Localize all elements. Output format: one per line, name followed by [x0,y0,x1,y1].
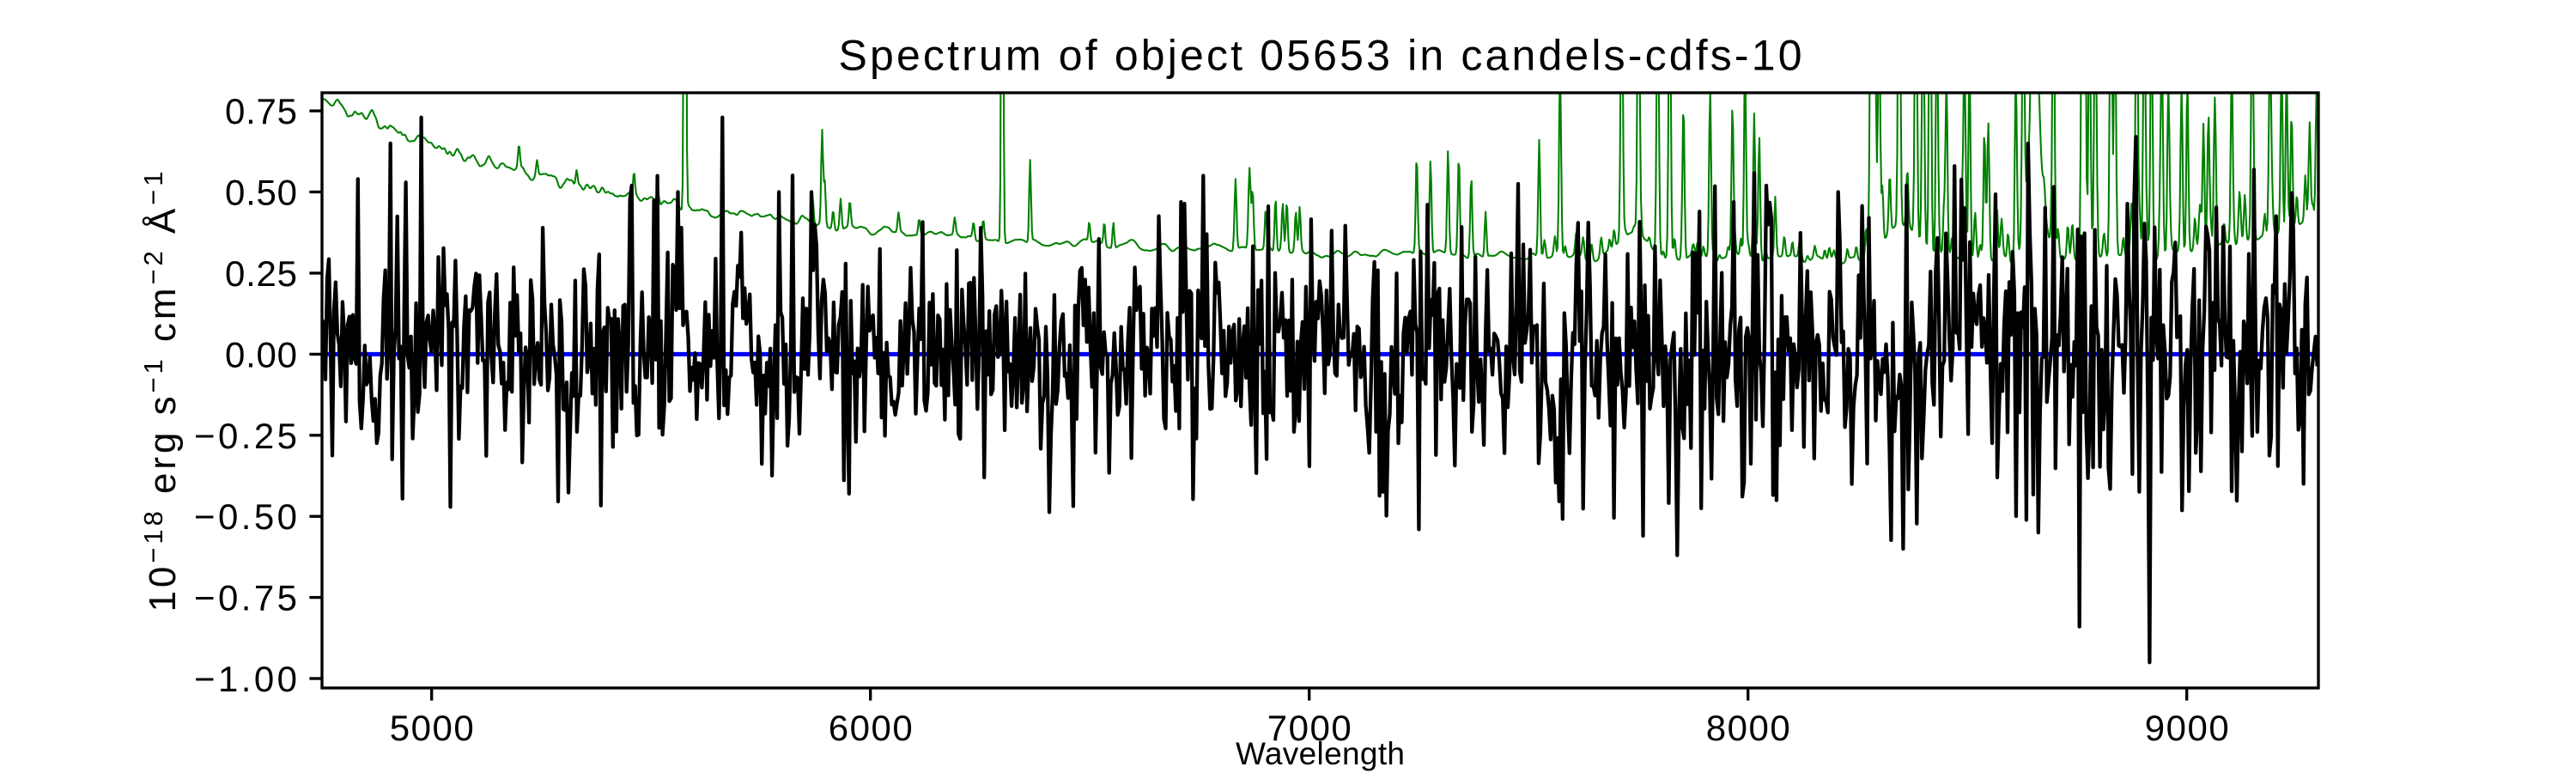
svg-text:−0.25: −0.25 [194,416,297,456]
svg-text:0.50: 0.50 [225,173,297,213]
svg-text:9000: 9000 [2145,708,2229,748]
svg-text:6000: 6000 [829,708,913,748]
svg-text:0.75: 0.75 [225,91,297,131]
svg-text:8000: 8000 [1706,708,1790,748]
svg-text:−0.75: −0.75 [194,578,297,618]
svg-text:5000: 5000 [390,708,474,748]
svg-text:0.25: 0.25 [225,253,297,294]
svg-text:Spectrum of object 05653 in ca: Spectrum of object 05653 in candels-cdfs… [839,32,1802,80]
svg-text:7000: 7000 [1267,708,1352,748]
svg-text:−0.50: −0.50 [194,496,297,537]
svg-text:−1.00: −1.00 [194,659,297,699]
svg-text:0.00: 0.00 [225,334,297,374]
svg-text:Wavelength: Wavelength [1236,736,1405,771]
